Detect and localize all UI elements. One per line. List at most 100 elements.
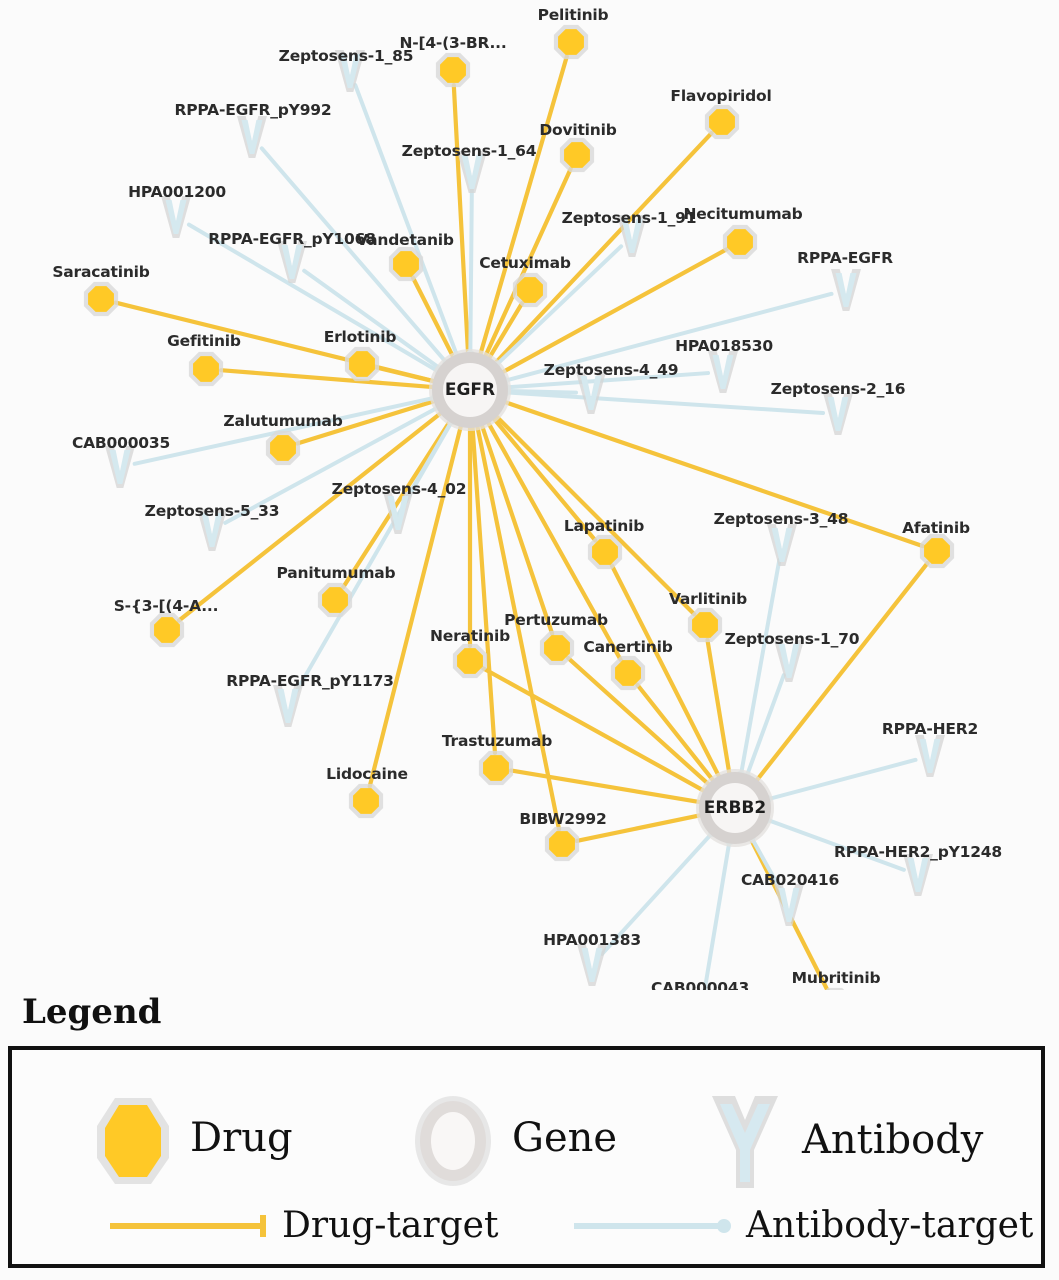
drug-node[interactable] (452, 643, 488, 679)
drug-node[interactable] (478, 750, 514, 786)
edge-antibody-target (763, 757, 918, 802)
edge-drug-target (176, 409, 446, 623)
edge-antibody-target (501, 371, 711, 390)
edge-antibody-target (293, 417, 456, 696)
edge-drug-target (374, 365, 440, 385)
antibody-node[interactable] (237, 116, 267, 158)
legend-box: Drug Gene Antibody Drug-target (8, 1046, 1045, 1268)
edge-drug-target (491, 130, 714, 368)
drug-node[interactable] (722, 224, 758, 260)
gene-node[interactable] (429, 349, 511, 431)
antibody-node[interactable] (831, 269, 861, 311)
legend-title: Legend (22, 992, 162, 1032)
legend-label-drug-target: Drug-target (282, 1205, 499, 1246)
drug-node[interactable] (610, 655, 646, 691)
edge-drug-target (497, 247, 729, 376)
edge-antibody-target (701, 837, 732, 1000)
antibody-node[interactable] (457, 151, 487, 193)
drug-node[interactable] (587, 534, 623, 570)
drug-node[interactable] (344, 346, 380, 382)
legend-item-gene: Gene (408, 1088, 617, 1188)
edge-antibody-target (186, 222, 443, 375)
drug-node[interactable] (317, 582, 353, 618)
edge-drug-target (705, 637, 732, 779)
antibody-node[interactable] (273, 685, 303, 727)
edge-antibody-target (353, 83, 461, 361)
drug-node[interactable] (919, 533, 955, 569)
edge-antibody-target (763, 817, 906, 872)
edge-drug-target (500, 398, 925, 549)
antibody-node[interactable] (823, 393, 853, 435)
edge-drug-target (485, 300, 525, 363)
edge-drug-target (470, 421, 498, 756)
edge-drug-target (489, 414, 598, 543)
drug-node[interactable] (553, 24, 589, 60)
edges-layer (113, 54, 930, 1000)
edge-antibody-target (738, 557, 782, 779)
drug-node[interactable] (512, 272, 548, 308)
drug-node[interactable] (559, 137, 595, 173)
edge-drug-target (478, 420, 555, 636)
drug-node[interactable] (265, 430, 301, 466)
drug-node[interactable] (149, 612, 185, 648)
antibody-node[interactable] (708, 351, 738, 393)
network-svg (83, 24, 955, 1000)
drug-node[interactable] (83, 281, 119, 317)
antibody-node[interactable] (915, 735, 945, 777)
antibody-node[interactable] (767, 524, 797, 566)
drug-node[interactable] (188, 351, 224, 387)
antibody-node[interactable] (903, 854, 933, 896)
edge-antibody-target (744, 673, 786, 780)
antibody-node[interactable] (277, 241, 307, 283)
antibody-node[interactable] (774, 884, 804, 926)
legend-panel: Legend Drug Gene Antibody (0, 990, 1059, 1280)
edge-antibody-target (468, 184, 474, 359)
antibody-node[interactable] (774, 640, 804, 682)
antibody-node[interactable] (577, 944, 607, 986)
edge-antibody-target (259, 146, 450, 367)
edge-drug-target (451, 82, 471, 359)
edge-drug-target (752, 560, 930, 785)
gene-node[interactable] (696, 769, 774, 847)
legend-item-drug: Drug (90, 1088, 293, 1188)
gene-icon (415, 1096, 491, 1186)
drug-node[interactable] (388, 246, 424, 282)
antibody-node[interactable] (161, 196, 191, 238)
edge-antibody-target (492, 244, 624, 369)
edge-antibody-target (748, 833, 784, 894)
edge-drug-target (635, 682, 718, 786)
edge-drug-target (609, 563, 723, 782)
drug-node[interactable] (348, 783, 384, 819)
edge-drug-target (341, 416, 454, 590)
legend-item-antibody: Antibody (702, 1088, 983, 1192)
edge-drug-target (367, 420, 464, 789)
drug-node[interactable] (704, 104, 740, 140)
antibody-node[interactable] (335, 50, 365, 92)
antibody-node[interactable] (197, 509, 227, 551)
drug-node[interactable] (687, 607, 723, 643)
edge-antibody-target (223, 404, 443, 525)
edge-drug-target (218, 368, 439, 390)
drug-node[interactable] (435, 52, 471, 88)
gene-node-label: EGFR (444, 380, 496, 400)
antibody-node[interactable] (617, 215, 647, 257)
antibody-node[interactable] (383, 492, 413, 534)
legend-item-antibody-target: Antibody-target (572, 1208, 1033, 1244)
antibody-node[interactable] (576, 372, 606, 414)
legend-item-drug-target: Drug-target (108, 1208, 498, 1244)
legend-label-antibody: Antibody (802, 1117, 984, 1163)
legend-label-gene: Gene (512, 1115, 618, 1161)
drug-node[interactable] (539, 630, 575, 666)
edge-antibody-target (501, 390, 826, 416)
edge-antibody-target (302, 268, 445, 373)
edge-antibody-target (132, 395, 439, 466)
antibody-node[interactable] (105, 446, 135, 488)
edge-drug-target (484, 417, 623, 663)
edge-drug-target (491, 411, 697, 617)
drug-node[interactable] (544, 826, 580, 862)
edge-drug-target (477, 54, 569, 360)
drug-target-edge-icon (110, 1215, 266, 1237)
edge-drug-target (481, 166, 573, 362)
edge-antibody-target (500, 291, 834, 384)
drug-icon (97, 1098, 169, 1184)
